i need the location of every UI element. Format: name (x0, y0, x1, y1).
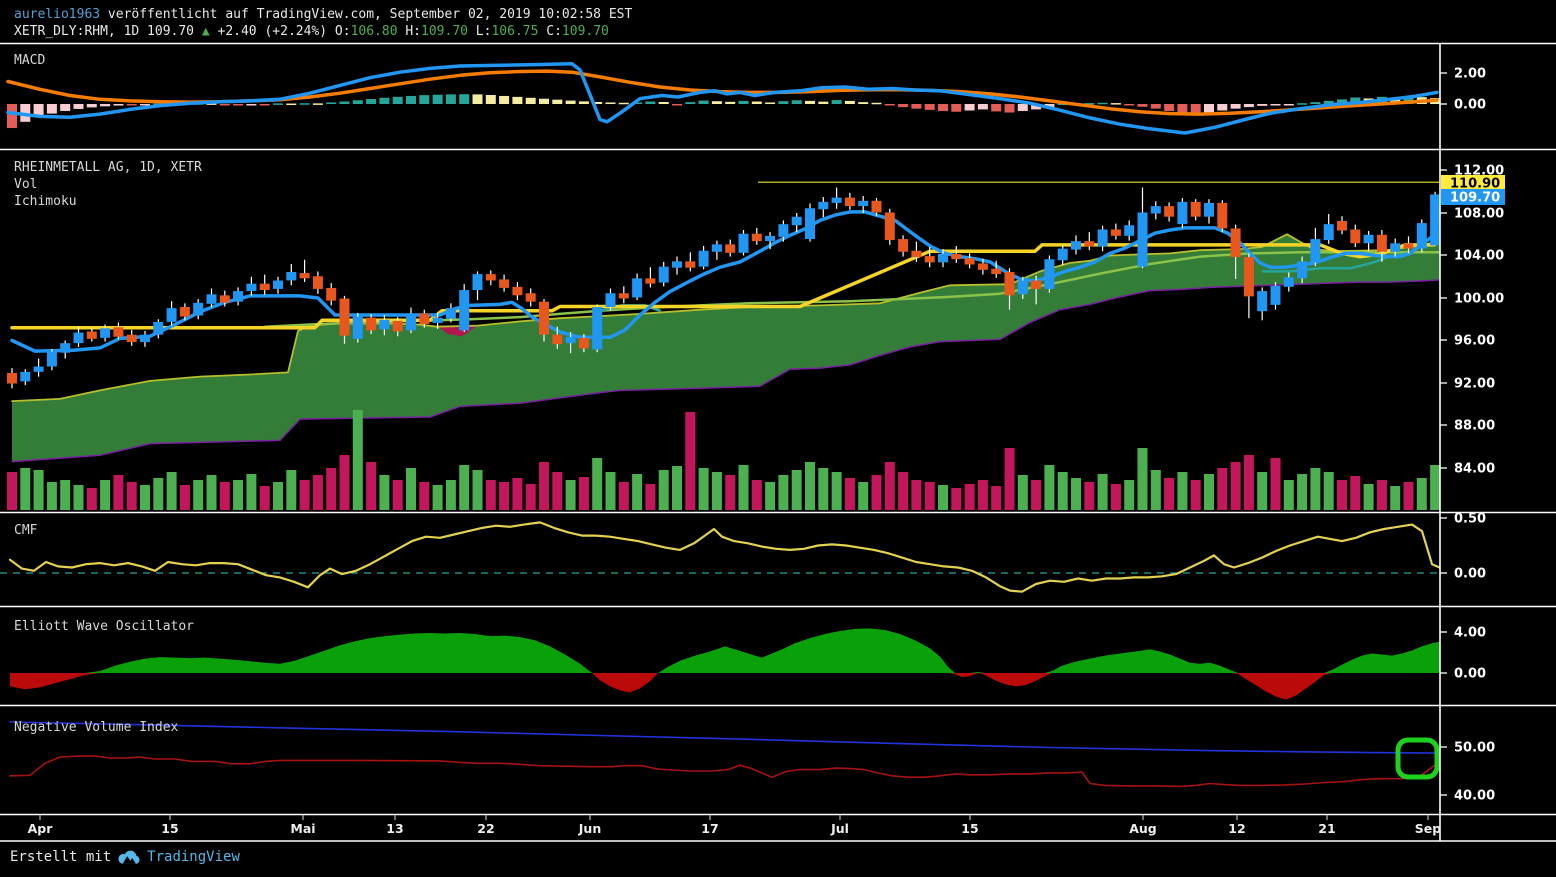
low-label: L: (467, 24, 492, 39)
high-value: 109.70 (421, 24, 468, 39)
macd-pane (6, 61, 1440, 135)
time-axis[interactable]: Apr 15 Mai 13 22 Jun 17 Jul 15 Aug 12 21 Sep (28, 815, 1442, 836)
ewo-pane (10, 628, 1440, 700)
svg-text:Apr: Apr (28, 821, 54, 836)
svg-text:21: 21 (1318, 821, 1335, 836)
svg-text:4.00: 4.00 (1454, 626, 1486, 641)
svg-text:0.00: 0.00 (1454, 98, 1486, 113)
created-with-text: Erstellt mit (10, 849, 112, 865)
volume-indicator-label: Vol (14, 177, 38, 192)
header-line-1: aurelio1963 veröffentlicht auf TradingVi… (14, 7, 632, 22)
svg-text:15: 15 (961, 821, 978, 836)
symbol-info-line: XETR_DLY:RHM, 1D 109.70 ▲ +2.40 (+2.24%)… (14, 24, 609, 39)
svg-text:0.00: 0.00 (1454, 667, 1486, 682)
volume-layer (7, 410, 1440, 510)
svg-text:17: 17 (701, 821, 718, 836)
svg-text:Jul: Jul (830, 821, 849, 836)
svg-text:50.00: 50.00 (1454, 741, 1495, 756)
tradingview-logo-icon (118, 850, 140, 864)
footer: Erstellt mit TradingView (10, 849, 240, 865)
close-label: C: (538, 24, 562, 39)
svg-text:Jun: Jun (578, 821, 601, 836)
close-value: 109.70 (561, 24, 609, 39)
open-label: O: (334, 24, 351, 39)
svg-text:Aug: Aug (1129, 821, 1157, 836)
macd-line (6, 61, 1439, 135)
svg-text:2.00: 2.00 (1454, 67, 1486, 82)
macd-pane-label: MACD (14, 53, 46, 68)
ewo-pane-label: Elliott Wave Oscillator (14, 619, 195, 634)
price-badge: 110.90 (1450, 177, 1500, 192)
published-text: veröffentlicht auf TradingView.com, Sept… (100, 7, 633, 22)
cmf-line (8, 521, 1440, 593)
svg-text:108.00: 108.00 (1454, 207, 1504, 222)
svg-text:88.00: 88.00 (1454, 419, 1495, 434)
svg-text:Mai: Mai (290, 821, 315, 836)
price-axis[interactable]: 112.00 108.00 104.00 100.00 96.00 92.00 88.00 8… (1440, 67, 1505, 804)
svg-text:0.00: 0.00 (1454, 567, 1486, 582)
svg-text:104.00: 104.00 (1454, 249, 1504, 264)
price-badge: 109.70 (1450, 191, 1500, 206)
open-value: 106.80 (350, 24, 398, 39)
change-text: +2.40 (+2.24%) (209, 24, 335, 39)
ichimoku-cloud (12, 234, 1440, 462)
svg-text:15: 15 (161, 821, 178, 836)
nvi-highlight-annotation (1395, 737, 1440, 780)
author-link[interactable]: aurelio1963 (14, 7, 101, 22)
nvi-pane-label: Negative Volume Index (14, 720, 179, 735)
svg-text:Sep: Sep (1415, 821, 1441, 836)
svg-text:84.00: 84.00 (1454, 462, 1495, 477)
svg-text:100.00: 100.00 (1454, 292, 1504, 307)
svg-text:112.00: 112.00 (1454, 164, 1504, 179)
main-chart-title: RHEINMETALL AG, 1D, XETR (14, 160, 202, 175)
ichimoku-indicator-label: Ichimoku (14, 194, 77, 209)
ewo-positive-area (10, 628, 1440, 673)
svg-text:13: 13 (386, 821, 403, 836)
cmf-pane (0, 521, 1440, 593)
symbol-text: XETR_DLY:RHM, 1D 109.70 (14, 24, 195, 39)
cloud-bottom-edge (11, 279, 1440, 463)
tradingview-brand-link[interactable]: TradingView (147, 849, 240, 865)
candles-layer (7, 187, 1440, 389)
chart-canvas[interactable]: 112.00 108.00 104.00 100.00 96.00 92.00 88.00 8… (0, 0, 1556, 843)
lagging-span-line (263, 251, 1440, 328)
svg-text:22: 22 (477, 821, 494, 836)
nvi-blue-line (9, 721, 1440, 754)
nvi-red-line (9, 755, 1440, 788)
ewo-negative-area (10, 673, 1440, 700)
svg-text:0.50: 0.50 (1454, 512, 1486, 527)
svg-text:96.00: 96.00 (1454, 334, 1495, 349)
svg-text:12: 12 (1228, 821, 1245, 836)
svg-text:40.00: 40.00 (1454, 789, 1495, 804)
high-label: H: (397, 24, 422, 39)
cmf-pane-label: CMF (14, 523, 38, 538)
up-arrow-icon: ▲ (201, 24, 210, 39)
nvi-pane (9, 721, 1440, 788)
low-value: 106.75 (491, 24, 539, 39)
svg-text:92.00: 92.00 (1454, 377, 1495, 392)
pane-separators (0, 42, 1556, 842)
